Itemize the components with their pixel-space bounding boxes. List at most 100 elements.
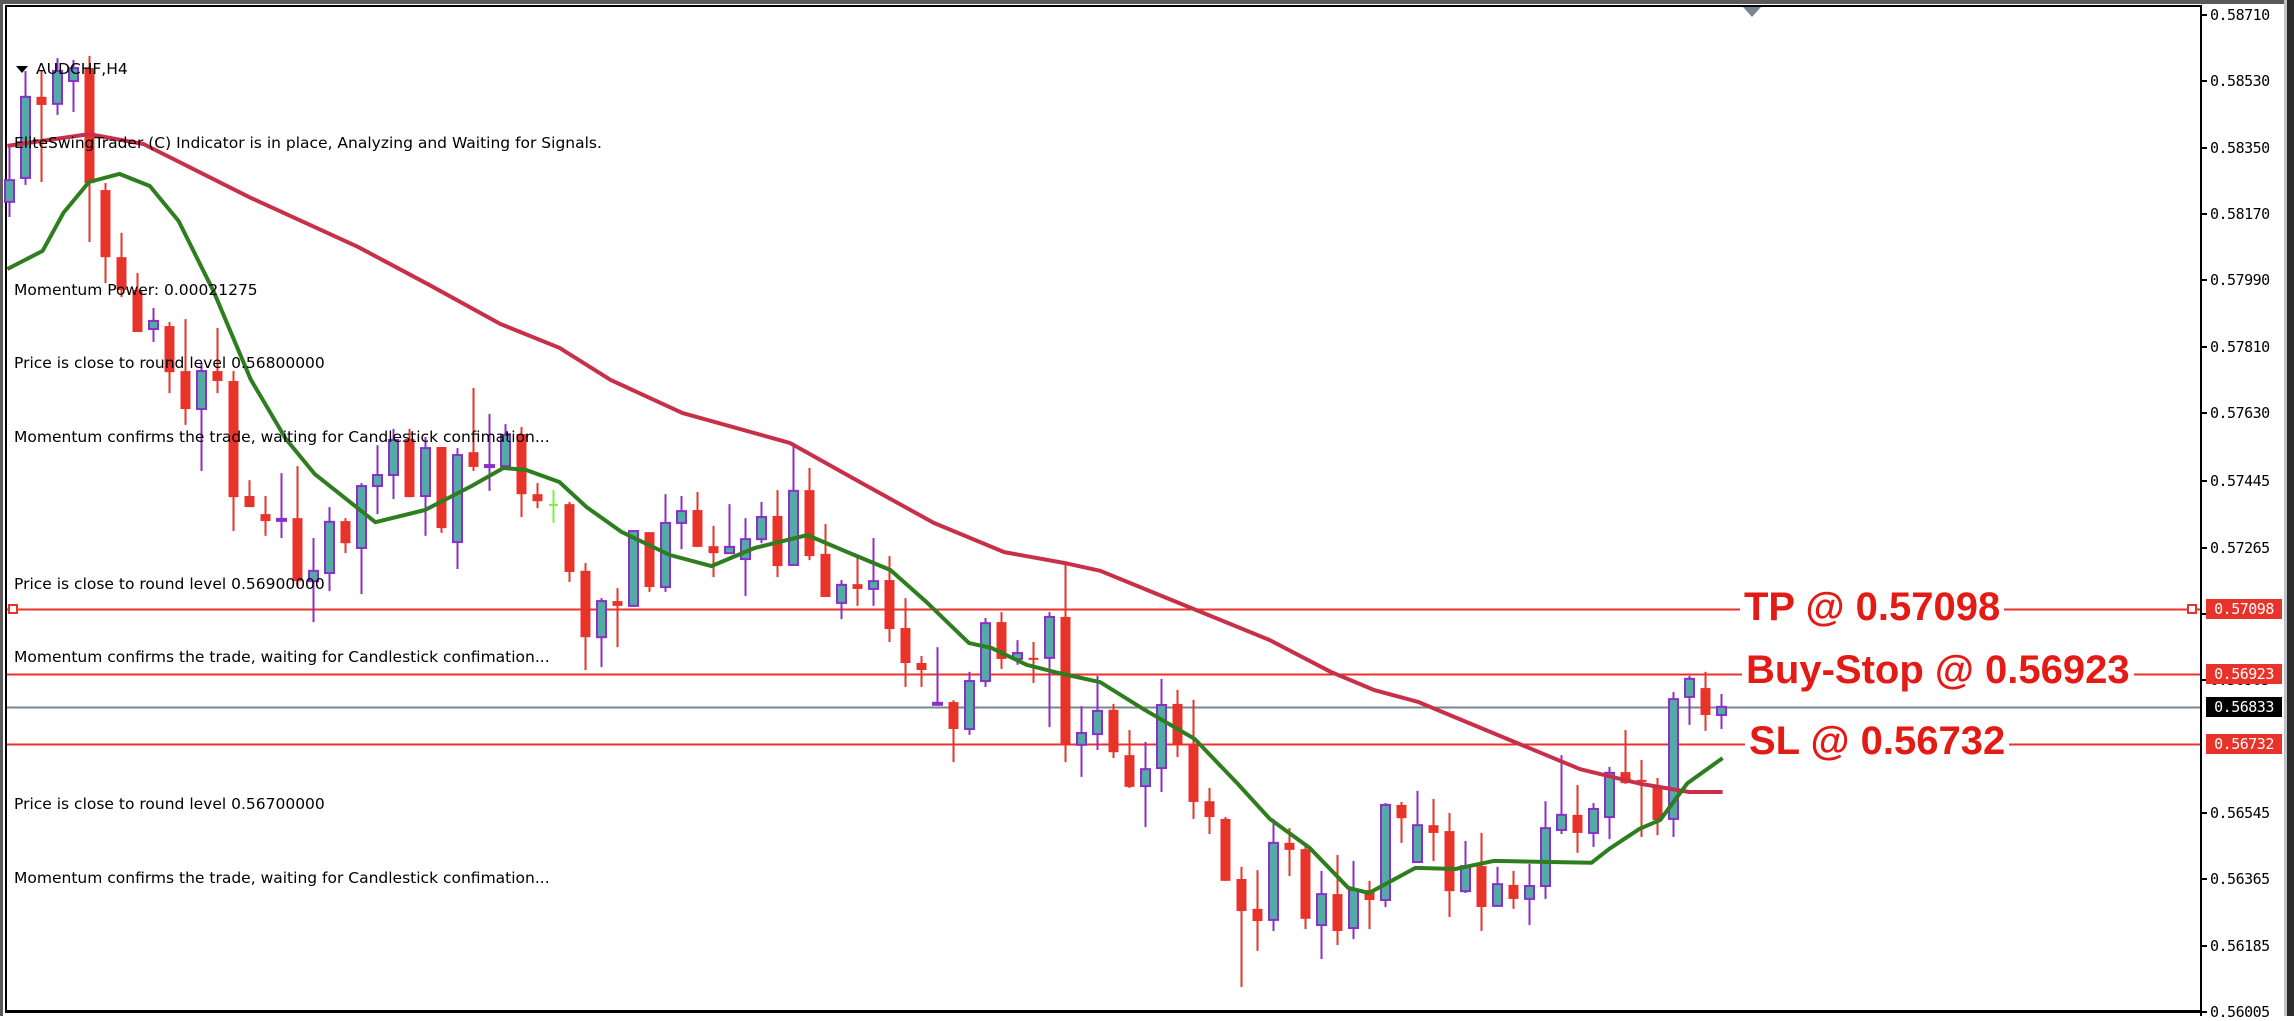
- indicator-status: EliteSwingTrader (C) Indicator is in pla…: [14, 133, 602, 152]
- candle: [68, 59, 79, 112]
- candle: [708, 525, 719, 578]
- candle: [948, 700, 959, 763]
- candle: [980, 618, 991, 687]
- axis-tick-label: 0.58530: [2210, 72, 2270, 90]
- tp-line-start-handle-icon[interactable]: [8, 604, 18, 614]
- candle: [452, 448, 463, 570]
- candle: [852, 554, 863, 606]
- buy-stop-price-tag: 0.56923: [2206, 664, 2282, 684]
- candle: [244, 480, 255, 508]
- tp-label[interactable]: TP @ 0.57098: [1740, 587, 2005, 627]
- candle: [740, 518, 751, 596]
- axis-tick: [2202, 80, 2207, 82]
- blank-line: [14, 204, 602, 229]
- chart-shift-marker-icon[interactable]: [1743, 7, 1761, 17]
- axis-tick: [2202, 412, 2207, 414]
- candle: [1076, 706, 1087, 777]
- candle: [692, 491, 703, 547]
- scrollbar-edge: [2284, 0, 2287, 1016]
- candle: [1332, 855, 1343, 945]
- candle: [1428, 799, 1439, 861]
- window-top-border: [0, 0, 2294, 4]
- axis-tick: [2202, 14, 2207, 16]
- sl-label[interactable]: SL @ 0.56732: [1745, 721, 2010, 761]
- candle: [436, 446, 447, 533]
- candle: [1204, 787, 1215, 835]
- candle: [1540, 801, 1551, 899]
- symbol-timeframe: AUDCHF,H4: [36, 60, 128, 78]
- candle: [1300, 843, 1311, 930]
- candle: [1284, 828, 1295, 877]
- chart-frame: [5, 5, 2202, 1013]
- candle: [900, 598, 911, 687]
- axis-tick: [2202, 279, 2207, 281]
- candle: [1268, 818, 1279, 931]
- blank-line: [14, 719, 602, 744]
- candle: [1252, 870, 1263, 951]
- candle: [1172, 689, 1183, 757]
- candle: [20, 71, 31, 185]
- candle: [1636, 759, 1647, 837]
- candle: [1588, 803, 1599, 847]
- candle: [180, 319, 191, 425]
- axis-tick: [2202, 213, 2207, 215]
- fast-ma-line: [6, 171, 1724, 895]
- candle: [36, 71, 47, 182]
- level-markers: [8, 604, 2197, 614]
- candle: [804, 468, 815, 561]
- candle: [836, 580, 847, 620]
- candlesticks: [4, 55, 1727, 987]
- round-level-2: Price is close to round level 0.56900000: [14, 574, 325, 593]
- momentum-confirm-3: Momentum confirms the trade, waiting for…: [14, 868, 550, 887]
- candle: [596, 598, 607, 668]
- price-axis[interactable]: 0.57098 0.56923 0.56833 0.56732 0.58710 0…: [2202, 0, 2284, 1021]
- collapse-triangle-icon[interactable]: [16, 65, 28, 73]
- round-level-1: Price is close to round level 0.56800000: [14, 354, 325, 372]
- candle: [1220, 817, 1231, 881]
- buy-stop-label[interactable]: Buy-Stop @ 0.56923: [1742, 650, 2134, 690]
- axis-tick: [2202, 945, 2207, 947]
- candle: [1684, 675, 1695, 725]
- candle: [1412, 790, 1423, 864]
- candle: [549, 490, 558, 523]
- candle: [196, 362, 207, 471]
- axis-tick-label: 0.56545: [2210, 804, 2270, 822]
- axis-tick: [2202, 346, 2207, 348]
- candle: [564, 501, 575, 582]
- symbol-header[interactable]: AUDCHF,H4: [14, 57, 602, 82]
- axis-tick: [2202, 613, 2207, 615]
- candle: [84, 55, 95, 243]
- axis-tick-label: 0.58170: [2210, 205, 2270, 223]
- candle: [1476, 832, 1487, 931]
- price-chart-canvas[interactable]: [0, 0, 2200, 1016]
- candle: [1028, 641, 1039, 683]
- candle: [1092, 675, 1103, 750]
- candle: [4, 146, 15, 217]
- candle: [932, 647, 943, 706]
- candle: [644, 532, 655, 592]
- axis-tick-label: 0.57445: [2210, 472, 2270, 490]
- candle: [1524, 863, 1535, 926]
- candle: [420, 437, 431, 536]
- candle: [516, 427, 527, 518]
- candle: [916, 655, 927, 687]
- candle: [308, 538, 319, 623]
- candle: [52, 58, 63, 115]
- candle: [756, 501, 767, 544]
- candle: [1188, 699, 1199, 819]
- candle: [612, 588, 623, 648]
- momentum-power: Momentum Power: 0.00021275: [14, 280, 258, 299]
- candle: [116, 232, 127, 297]
- tp-line-end-handle-icon[interactable]: [2187, 604, 2197, 614]
- candle: [292, 466, 303, 588]
- axis-tick: [2202, 812, 2207, 814]
- slow-ma-line: [7, 132, 1723, 794]
- candle: [1556, 755, 1567, 835]
- axis-tick: [2202, 1011, 2207, 1013]
- scrollbar[interactable]: [2287, 0, 2294, 1016]
- axis-tick-label: 0.58350: [2210, 139, 2270, 157]
- axis-tick: [2202, 480, 2207, 482]
- candle: [532, 483, 543, 509]
- window-left-border: [0, 0, 3, 1016]
- candle: [1396, 801, 1407, 843]
